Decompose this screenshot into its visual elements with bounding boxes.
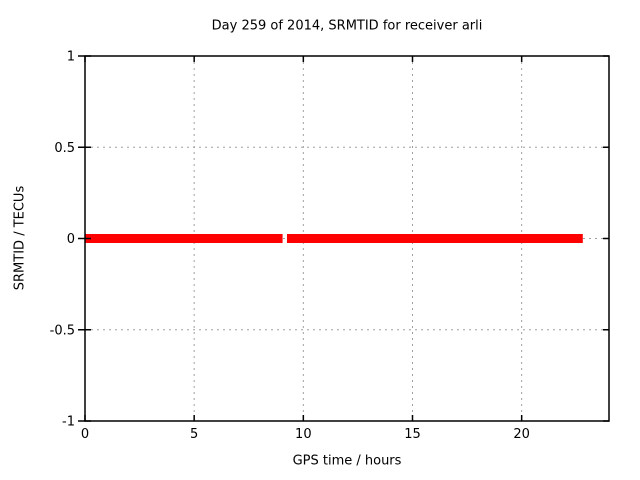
x-tick-label: 15: [404, 427, 421, 442]
x-tick-label: 5: [190, 427, 198, 442]
y-tick-label: 1: [67, 50, 75, 65]
chart-title: Day 259 of 2014, SRMTID for receiver arl…: [211, 18, 483, 34]
x-tick-label: 10: [295, 427, 312, 442]
y-tick-label: 0: [67, 232, 75, 247]
x-axis-title: GPS time / hours: [292, 453, 402, 469]
x-tick-label: 0: [81, 427, 89, 442]
x-tick-label: 20: [513, 427, 530, 442]
y-tick-label: -0.5: [50, 323, 75, 338]
y-tick-label: 0.5: [54, 141, 75, 156]
y-tick-label: -1: [62, 415, 75, 430]
